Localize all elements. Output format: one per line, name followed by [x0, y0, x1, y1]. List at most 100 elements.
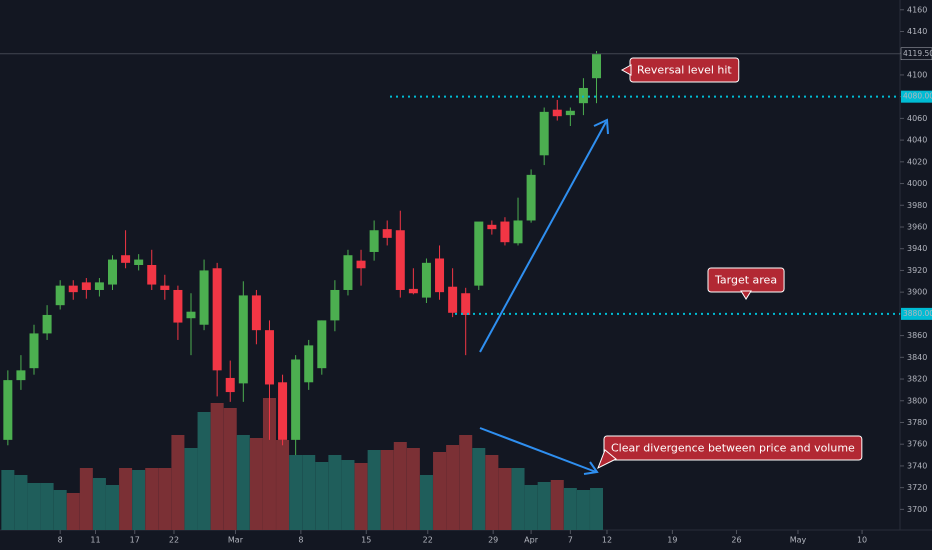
volume-bar — [433, 452, 447, 530]
volume-bar — [145, 468, 159, 530]
x-tick-label: 19 — [667, 536, 677, 545]
x-tick-label: 17 — [130, 536, 140, 545]
volume-bar — [1, 470, 15, 530]
y-tick-label: 4100 — [907, 70, 927, 79]
candle-body — [186, 311, 196, 319]
candle-body — [108, 259, 117, 285]
volume-bar — [498, 468, 512, 530]
volume-bar — [511, 468, 525, 530]
volume-bar — [197, 412, 211, 530]
candle-body — [94, 282, 104, 290]
y-tick-label: 3960 — [907, 222, 927, 231]
candle-body — [500, 221, 510, 243]
volume-bar — [40, 483, 54, 530]
volume-bar — [249, 438, 263, 530]
volume-bar — [27, 483, 41, 530]
candle-body — [435, 258, 445, 293]
level-label: 4080.00 — [903, 92, 932, 101]
y-tick-label: 3840 — [907, 353, 927, 362]
x-tick-label: 15 — [361, 536, 371, 545]
volume-bar — [106, 485, 119, 530]
candle-body — [238, 295, 248, 384]
y-tick-label: 3700 — [907, 505, 927, 514]
volume-bar — [537, 482, 551, 530]
y-tick-label: 3980 — [907, 201, 927, 210]
annotation-layer: Reversal level hit Target area Clear diver… — [479, 57, 863, 475]
candle-body — [461, 293, 471, 315]
x-tick-label: 11 — [90, 536, 100, 545]
volume-bar — [524, 485, 538, 530]
y-tick-label: 3940 — [907, 244, 927, 253]
y-tick-label: 4000 — [907, 179, 927, 188]
volume-bar — [341, 460, 355, 530]
x-tick-label: 22 — [169, 536, 179, 545]
volume-bar — [446, 445, 460, 530]
volume-bar — [276, 440, 290, 530]
candle-body — [121, 255, 131, 263]
candle-body — [539, 111, 549, 156]
candle-body — [225, 377, 235, 393]
axes-layer: 3700 3720 3740 3760 3780 3800 3820 3840 3860 3880… — [58, 5, 932, 545]
candle-body — [552, 109, 562, 117]
y-tick-label: 3920 — [907, 266, 927, 275]
last-price-box — [900, 47, 932, 61]
candle-body — [408, 288, 418, 294]
volume-bar — [119, 468, 133, 530]
callout: Clear divergence between price and volum… — [597, 435, 863, 470]
callout-pointer — [740, 290, 752, 300]
candle-body — [173, 289, 183, 323]
x-tick-label: 22 — [423, 536, 433, 545]
callout-text: Clear divergence between price and volum… — [611, 442, 855, 455]
x-tick-label: 7 — [568, 536, 573, 545]
candle-body — [251, 295, 261, 331]
volume-bar — [184, 448, 198, 530]
volume-bar — [393, 442, 407, 530]
candle-body — [212, 268, 222, 371]
candle-body — [160, 285, 170, 290]
volume-bar — [262, 398, 276, 530]
x-tick-label: Mar — [228, 536, 244, 545]
volume-bar — [132, 470, 146, 530]
level-box — [901, 307, 932, 320]
volume-trend-arrow — [479, 427, 597, 473]
volume-bar — [328, 455, 342, 530]
candle-body — [264, 330, 274, 385]
x-tick-label: 8 — [298, 536, 303, 545]
x-tick-label: 26 — [731, 536, 741, 545]
volume-bar — [550, 480, 564, 530]
candle-body — [487, 224, 497, 230]
y-tick-label: 4140 — [907, 27, 927, 36]
callout: Target area — [707, 267, 785, 300]
candle-body — [199, 270, 209, 325]
y-tick-label: 3860 — [907, 331, 927, 340]
volume-bar — [53, 490, 67, 530]
candle-body — [81, 282, 91, 290]
volume-bar — [459, 435, 473, 530]
volume-bar — [92, 478, 106, 530]
candle-body — [278, 382, 288, 440]
y-tick-label: 4060 — [907, 114, 927, 123]
y-tick-label: 3780 — [907, 418, 927, 427]
volume-bar — [66, 493, 80, 530]
callout-box — [603, 435, 863, 461]
volume-bar — [485, 455, 499, 530]
candle-body — [356, 260, 366, 269]
candle-body — [42, 314, 52, 334]
x-tick-label: 12 — [602, 536, 612, 545]
x-tick-label: May — [790, 536, 807, 545]
price-layer — [0, 51, 900, 456]
volume-layer — [1, 398, 604, 530]
level-box — [901, 90, 932, 103]
candle-body — [3, 380, 13, 440]
volume-bar — [289, 455, 303, 530]
callout-text: Target area — [714, 274, 777, 287]
callout: Reversal level hit — [620, 57, 740, 83]
candle-body — [147, 265, 157, 285]
candle-body — [16, 370, 26, 381]
candle-body — [68, 285, 78, 293]
volume-bar — [576, 490, 590, 530]
volume-bar — [236, 435, 250, 530]
candle-body — [448, 286, 458, 313]
volume-bar — [380, 450, 394, 530]
volume-bar — [563, 488, 577, 530]
